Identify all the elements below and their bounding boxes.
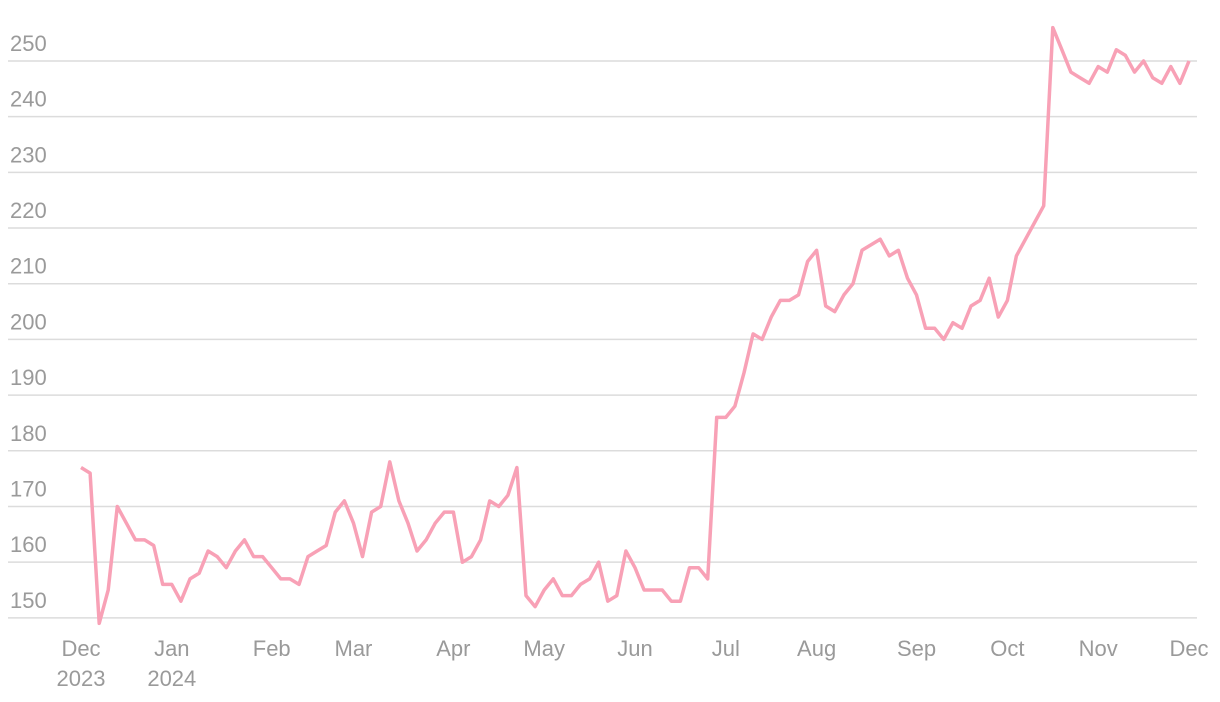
x-tick-label: Dec [1169, 636, 1208, 661]
x-tick-label: Jan 2024 [147, 636, 196, 691]
y-tick-label: 220 [10, 198, 47, 223]
x-tick-label: Dec 2023 [57, 636, 106, 691]
y-tick-label: 160 [10, 532, 47, 557]
y-tick-label: 190 [10, 365, 47, 390]
y-tick-label: 210 [10, 254, 47, 279]
x-tick-label: Mar [335, 636, 373, 661]
x-tick-label: May [523, 636, 565, 661]
x-tick-label: Feb [253, 636, 291, 661]
x-tick-label: Oct [990, 636, 1024, 661]
price-line [80, 25, 1191, 626]
y-tick-label: 180 [10, 421, 47, 446]
y-tick-label: 250 [10, 31, 47, 56]
x-tick-label: Nov [1079, 636, 1118, 661]
y-tick-label: 200 [10, 309, 47, 334]
x-tick-label: Jul [712, 636, 740, 661]
x-tick-label: Jun [617, 636, 652, 661]
y-tick-label: 170 [10, 476, 47, 501]
x-tick-label: Apr [436, 636, 470, 661]
y-tick-label: 150 [10, 588, 47, 613]
x-tick-label: Aug [797, 636, 836, 661]
x-tick-label: Sep [897, 636, 936, 661]
y-tick-label: 240 [10, 87, 47, 112]
y-tick-label: 230 [10, 142, 47, 167]
